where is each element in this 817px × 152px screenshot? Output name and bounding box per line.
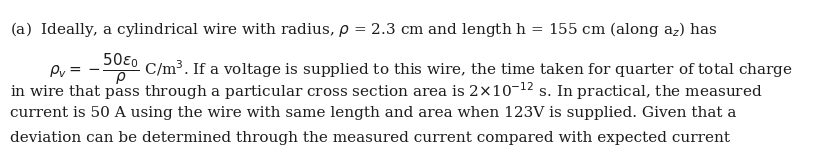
- Text: current is 50 A using the wire with same length and area when 123V is supplied. : current is 50 A using the wire with same…: [10, 106, 736, 120]
- Text: in wire that pass through a particular cross section area is 2$\times$10$^{-12}$: in wire that pass through a particular c…: [10, 81, 762, 102]
- Text: deviation can be determined through the measured current compared with expected : deviation can be determined through the …: [10, 131, 730, 145]
- Text: $\rho_v = -\dfrac{50\varepsilon_0}{\rho}$ C/m$^3$. If a voltage is supplied to t: $\rho_v = -\dfrac{50\varepsilon_0}{\rho}…: [49, 52, 792, 87]
- Text: (a)  Ideally, a cylindrical wire with radius, $\rho$ = 2.3 cm and length h = 155: (a) Ideally, a cylindrical wire with rad…: [10, 20, 717, 39]
